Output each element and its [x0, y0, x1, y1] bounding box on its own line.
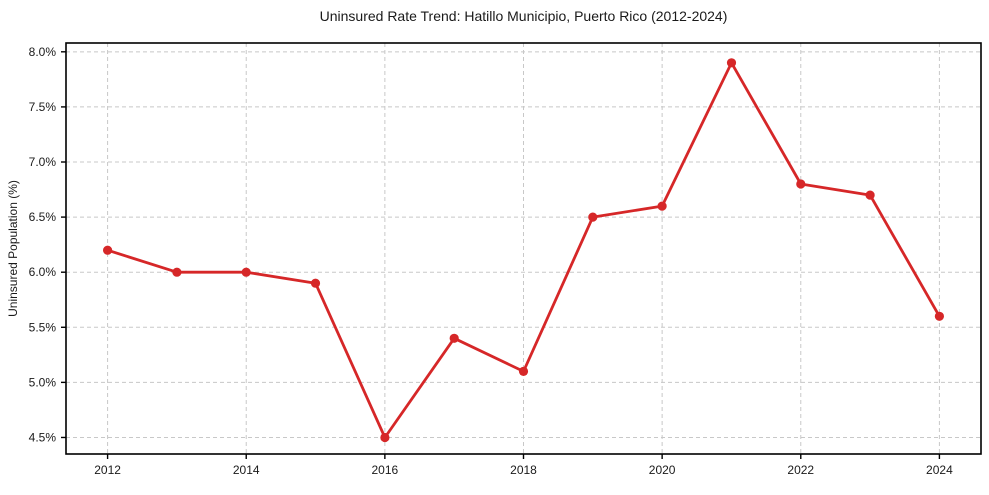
plot-frame	[65, 42, 982, 455]
data-series	[103, 58, 945, 443]
data-point-marker	[241, 267, 251, 277]
x-tick-label: 2018	[510, 463, 537, 477]
data-point-marker	[518, 366, 529, 376]
y-tick-label: 5.0%	[29, 375, 57, 389]
data-point-marker	[103, 245, 113, 255]
y-tick-label: 5.5%	[29, 320, 57, 334]
x-tick-label: 2020	[649, 463, 676, 477]
data-point-marker	[865, 190, 875, 200]
data-point-marker	[796, 179, 806, 189]
chart-title: Uninsured Rate Trend: Hatillo Municipio,…	[320, 8, 728, 24]
x-tick-label: 2012	[94, 463, 121, 477]
y-tick-label: 4.5%	[29, 430, 57, 444]
data-point-marker	[172, 267, 182, 277]
x-tick-label: 2024	[926, 463, 953, 477]
data-point-marker	[726, 58, 737, 68]
data-point-marker	[380, 432, 390, 443]
data-point-marker	[310, 278, 321, 288]
x-tick-label: 2016	[372, 463, 399, 477]
x-tick-label: 2014	[233, 463, 260, 477]
x-tick-label: 2022	[787, 463, 814, 477]
y-tick-label: 7.0%	[29, 155, 57, 169]
axis-ticks: 4.5% 5.0% 5.5% 6.0% 6.5% 7.0% 7.5% 8.0% 2012 2014…	[29, 45, 953, 477]
data-point-marker	[657, 201, 667, 211]
y-tick-label: 8.0%	[29, 45, 57, 59]
y-tick-label: 6.0%	[29, 265, 57, 279]
y-axis-label: Uninsured Population (%)	[6, 180, 20, 317]
data-point-marker	[588, 212, 598, 222]
data-point-marker	[934, 311, 945, 321]
data-point-marker	[449, 333, 459, 343]
gridlines	[66, 43, 981, 454]
y-tick-label: 7.5%	[29, 100, 57, 114]
y-tick-label: 6.5%	[29, 210, 57, 224]
